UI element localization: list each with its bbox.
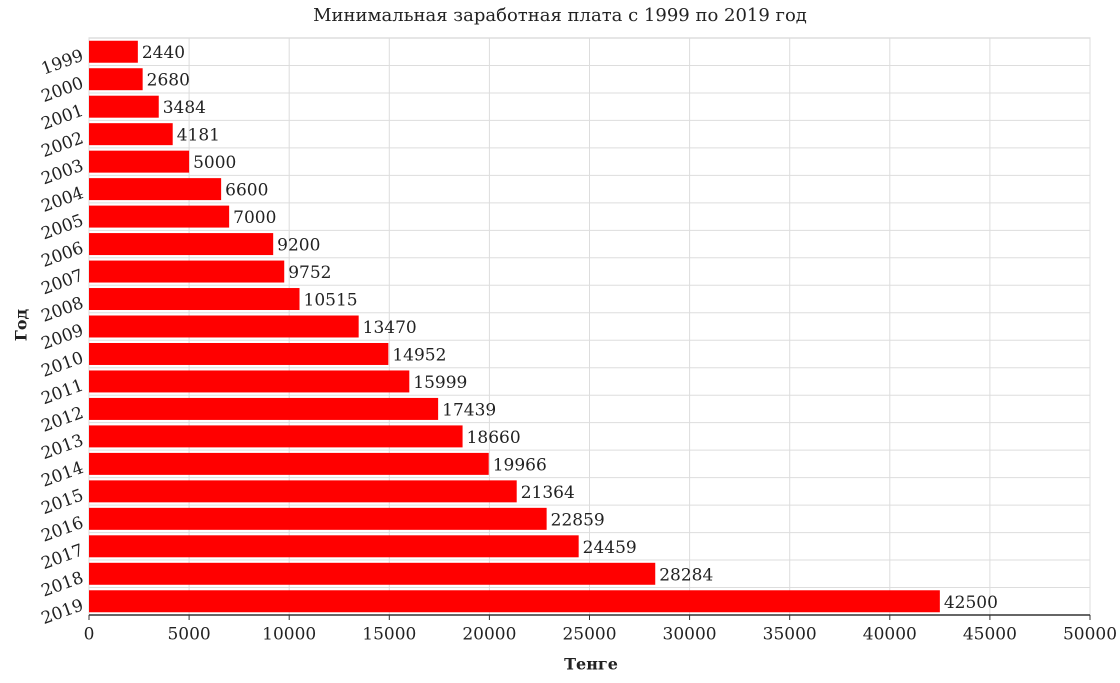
value-label: 42500: [944, 593, 998, 613]
value-label: 22859: [551, 510, 605, 530]
value-label: 15999: [413, 373, 467, 393]
bar: [89, 123, 173, 146]
value-label: 18660: [467, 428, 521, 448]
value-label: 21364: [521, 483, 575, 503]
value-label: 17439: [442, 400, 496, 420]
bar: [89, 370, 410, 393]
x-tick-label: 25000: [562, 625, 616, 645]
x-tick-label: 20000: [462, 625, 516, 645]
value-label: 14952: [392, 345, 446, 365]
bar: [89, 178, 222, 201]
bar: [89, 315, 359, 338]
bar: [89, 40, 138, 63]
x-axis-label: Тенге: [564, 655, 618, 674]
value-label: 6600: [225, 181, 268, 201]
bar: [89, 260, 285, 283]
bar: [89, 507, 547, 530]
bar: [89, 205, 230, 228]
bar: [89, 425, 463, 448]
bar: [89, 480, 517, 503]
bar: [89, 342, 389, 365]
bar: [89, 95, 159, 118]
bar: [89, 452, 489, 475]
bar: [89, 68, 143, 91]
value-label: 24459: [583, 538, 637, 558]
x-tick-label: 0: [84, 625, 95, 645]
value-label: 5000: [193, 153, 236, 173]
bar: [89, 535, 579, 558]
bar: [89, 150, 190, 173]
bar: [89, 590, 940, 613]
value-label: 28284: [659, 565, 713, 585]
y-axis-label: Год: [12, 308, 31, 341]
value-label: 13470: [363, 318, 417, 338]
x-tick-label: 15000: [362, 625, 416, 645]
value-label: 9752: [288, 263, 331, 283]
value-label: 2440: [142, 43, 185, 63]
bar: [89, 288, 300, 311]
x-tick-label: 30000: [663, 625, 717, 645]
bar: [89, 233, 274, 256]
value-label: 3484: [163, 98, 206, 118]
chart-title: Минимальная заработная плата с 1999 по 2…: [313, 5, 807, 26]
bar: [89, 397, 439, 420]
value-label: 7000: [233, 208, 276, 228]
x-tick-label: 40000: [863, 625, 917, 645]
value-label: 19966: [493, 455, 547, 475]
value-label: 10515: [304, 291, 358, 311]
x-tick-label: 10000: [262, 625, 316, 645]
value-label: 2680: [147, 71, 190, 91]
bar: [89, 562, 656, 585]
x-tick-label: 5000: [167, 625, 210, 645]
x-tick-label: 50000: [1063, 625, 1117, 645]
x-tick-label: 45000: [963, 625, 1017, 645]
value-label: 4181: [177, 126, 220, 146]
value-label: 9200: [277, 236, 320, 256]
x-tick-label: 35000: [763, 625, 817, 645]
